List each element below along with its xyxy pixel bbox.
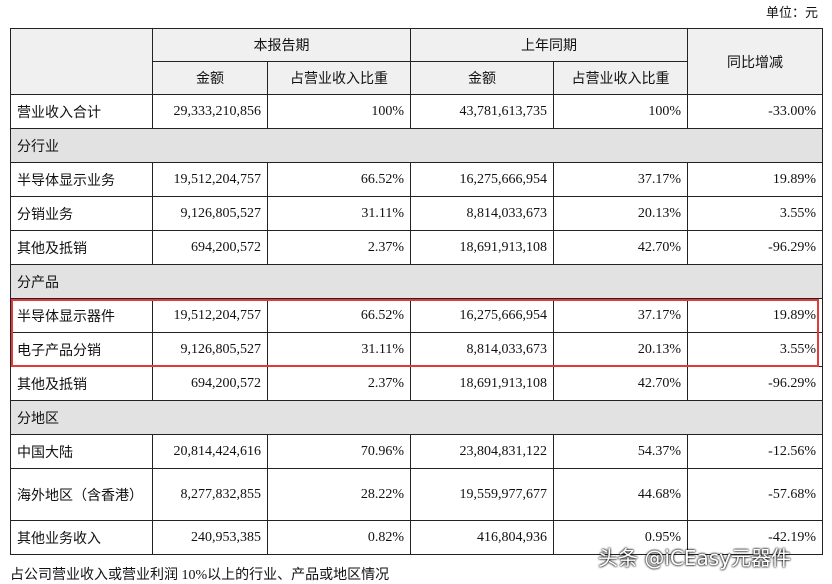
value-cell: 9,126,805,527 bbox=[152, 332, 268, 367]
value-cell: 70.96% bbox=[267, 434, 411, 469]
value-cell: -42.19% bbox=[687, 520, 823, 555]
value-cell: 100% bbox=[267, 94, 411, 129]
value-cell: 694,200,572 bbox=[152, 230, 268, 265]
value-cell: 19,559,977,677 bbox=[410, 468, 554, 521]
row-label: 中国大陆 bbox=[10, 434, 153, 469]
section-cell: 分产品 bbox=[10, 264, 823, 299]
value-cell: 44.68% bbox=[553, 468, 688, 521]
value-cell: 16,275,666,954 bbox=[410, 162, 554, 197]
value-cell: 66.52% bbox=[267, 298, 411, 333]
value-cell: -33.00% bbox=[687, 94, 823, 129]
unit-note: 单位：元 bbox=[765, 5, 818, 20]
value-cell: 42.70% bbox=[553, 230, 688, 265]
value-cell: 37.17% bbox=[553, 298, 688, 333]
row-label: 其他业务收入 bbox=[10, 520, 153, 555]
footer-note: 占公司营业收入或营业利润 10%以上的行业、产品或地区情况 bbox=[10, 568, 390, 583]
value-cell: 20,814,424,616 bbox=[152, 434, 268, 469]
value-cell: 19.89% bbox=[687, 298, 823, 333]
value-cell: 416,804,936 bbox=[410, 520, 554, 555]
value-cell: 28.22% bbox=[267, 468, 411, 521]
table-row: 其他业务收入 240,953,385 0.82% 416,804,936 0.95% -4… bbox=[10, 520, 823, 555]
header-cell: 占营业收入比重 bbox=[267, 61, 411, 95]
value-cell: -57.68% bbox=[687, 468, 823, 521]
value-cell: 37.17% bbox=[553, 162, 688, 197]
value-cell: 3.55% bbox=[687, 196, 823, 231]
section-cell: 分地区 bbox=[10, 400, 823, 435]
value-cell: 2.37% bbox=[267, 366, 411, 401]
row-label: 半导体显示业务 bbox=[10, 162, 153, 197]
table-row: 分行业 bbox=[10, 128, 823, 163]
value-cell: 240,953,385 bbox=[152, 520, 268, 555]
value-cell: 8,277,832,855 bbox=[152, 468, 268, 521]
value-cell: -96.29% bbox=[687, 230, 823, 265]
value-cell: 31.11% bbox=[267, 196, 411, 231]
header-cell bbox=[10, 28, 153, 95]
table-row: 电子产品分销 9,126,805,527 31.11% 8,814,033,673 20… bbox=[10, 332, 823, 367]
value-cell: -12.56% bbox=[687, 434, 823, 469]
header-cell: 上年同期 bbox=[410, 28, 688, 62]
table-row: 分地区 bbox=[10, 400, 823, 435]
value-cell: 42.70% bbox=[553, 366, 688, 401]
value-cell: 0.82% bbox=[267, 520, 411, 555]
table-row: 营业收入合计 29,333,210,856 100% 43,781,613,735 10… bbox=[10, 94, 823, 129]
value-cell: 66.52% bbox=[267, 162, 411, 197]
value-cell: 20.13% bbox=[553, 196, 688, 231]
value-cell: 54.37% bbox=[553, 434, 688, 469]
table-row: 分销业务 9,126,805,527 31.11% 8,814,033,673 20.1… bbox=[10, 196, 823, 231]
value-cell: 8,814,033,673 bbox=[410, 196, 554, 231]
table-row: 其他及抵销 694,200,572 2.37% 18,691,913,108 42.70… bbox=[10, 230, 823, 265]
value-cell: 23,804,831,122 bbox=[410, 434, 554, 469]
section-cell: 分行业 bbox=[10, 128, 823, 163]
value-cell: 19,512,204,757 bbox=[152, 298, 268, 333]
table-row: 其他及抵销 694,200,572 2.37% 18,691,913,108 42.70… bbox=[10, 366, 823, 401]
value-cell: 19,512,204,757 bbox=[152, 162, 268, 197]
table-row: 半导体显示业务 19,512,204,757 66.52% 16,275,666,95… bbox=[10, 162, 823, 197]
header-cell: 本报告期 bbox=[152, 28, 411, 62]
value-cell: 3.55% bbox=[687, 332, 823, 367]
row-label: 其他及抵销 bbox=[10, 366, 153, 401]
row-label: 半导体显示器件 bbox=[10, 298, 153, 333]
value-cell: 100% bbox=[553, 94, 688, 129]
row-label: 其他及抵销 bbox=[10, 230, 153, 265]
value-cell: 18,691,913,108 bbox=[410, 366, 554, 401]
value-cell: -96.29% bbox=[687, 366, 823, 401]
table-row: 分产品 bbox=[10, 264, 823, 299]
value-cell: 19.89% bbox=[687, 162, 823, 197]
value-cell: 29,333,210,856 bbox=[152, 94, 268, 129]
value-cell: 694,200,572 bbox=[152, 366, 268, 401]
watermark: 头条 @iCEasy元器件 bbox=[598, 546, 792, 570]
row-label: 营业收入合计 bbox=[10, 94, 153, 129]
header-cell: 金额 bbox=[152, 61, 268, 95]
table-row: 半导体显示器件 19,512,204,757 66.52% 16,275,666,95… bbox=[10, 298, 823, 333]
value-cell: 43,781,613,735 bbox=[410, 94, 554, 129]
table-row: 中国大陆 20,814,424,616 70.96% 23,804,831,122 54… bbox=[10, 434, 823, 469]
header-cell: 金额 bbox=[410, 61, 554, 95]
value-cell: 31.11% bbox=[267, 332, 411, 367]
value-cell: 8,814,033,673 bbox=[410, 332, 554, 367]
header-cell: 占营业收入比重 bbox=[553, 61, 688, 95]
value-cell: 9,126,805,527 bbox=[152, 196, 268, 231]
row-label: 海外地区（含香港） bbox=[10, 468, 153, 521]
value-cell: 20.13% bbox=[553, 332, 688, 367]
value-cell: 2.37% bbox=[267, 230, 411, 265]
revenue-table: 本报告期 上年同期 同比增减 金额 占营业收入比重 金额 占营业收入比重 营业收入合计… bbox=[10, 28, 823, 555]
table-row: 海外地区（含香港） 8,277,832,855 28.22% 19,559,977,6… bbox=[10, 468, 823, 521]
row-label: 电子产品分销 bbox=[10, 332, 153, 367]
header-cell: 同比增减 bbox=[687, 28, 823, 95]
value-cell: 18,691,913,108 bbox=[410, 230, 554, 265]
value-cell: 16,275,666,954 bbox=[410, 298, 554, 333]
row-label: 分销业务 bbox=[10, 196, 153, 231]
